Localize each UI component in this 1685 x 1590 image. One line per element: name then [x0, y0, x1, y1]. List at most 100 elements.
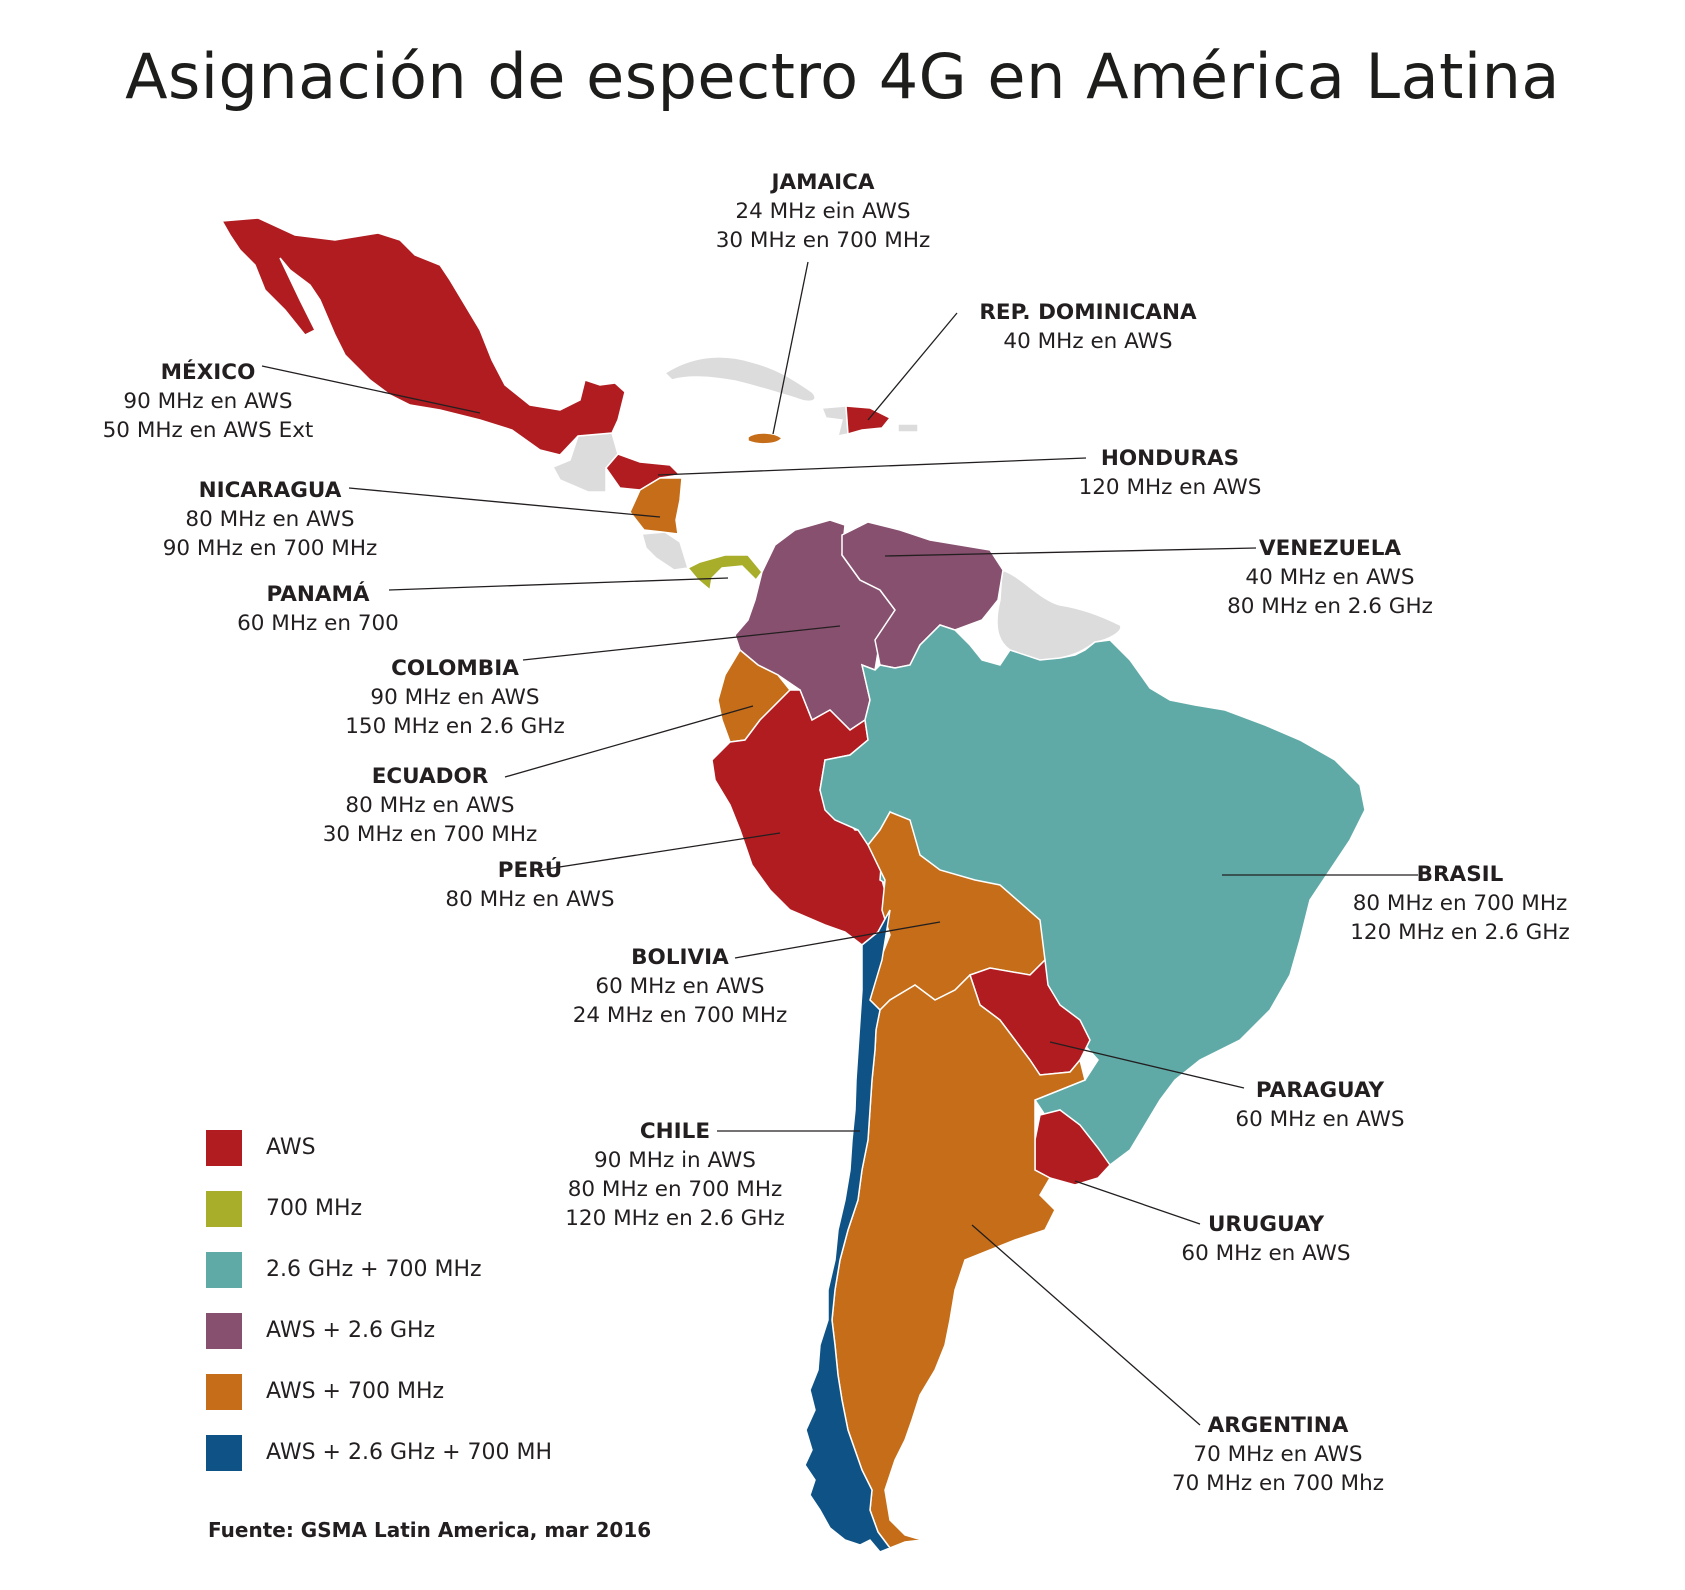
- spectrum-line: 80 MHz en AWS: [345, 793, 515, 818]
- legend-item: AWS + 2.6 GHz: [206, 1313, 626, 1353]
- country-name: BRASIL: [1416, 862, 1504, 887]
- chile-shape: [804, 909, 892, 1553]
- spectrum-line: 120 MHz en 2.6 GHz: [565, 1206, 785, 1231]
- haiti-shape: [820, 405, 849, 437]
- uruguay-leader: [1074, 1180, 1201, 1225]
- jamaica-leader: [772, 261, 809, 435]
- country-name: PERÚ: [497, 858, 563, 883]
- legend-swatch: [206, 1191, 242, 1227]
- legend-label: AWS: [266, 1135, 316, 1160]
- colombia-leader: [522, 625, 841, 661]
- country-name: COLOMBIA: [391, 656, 519, 681]
- legend-item: AWS: [206, 1130, 626, 1170]
- argentina-leader: [971, 1224, 1201, 1426]
- label-jamaica: JAMAICA 24 MHz ein AWS 30 MHz en 700 MHz: [698, 168, 948, 255]
- country-name: PANAMÁ: [266, 582, 370, 607]
- bolivia-leader: [734, 921, 941, 959]
- label-venezuela: VENEZUELA 40 MHz en AWS 80 MHz en 2.6 GH…: [1210, 534, 1450, 621]
- cuba-shape: [663, 356, 816, 403]
- country-name: JAMAICA: [771, 170, 875, 195]
- costa-rica-shape: [641, 531, 689, 571]
- spectrum-line: 80 MHz en 700 MHz: [567, 1177, 783, 1202]
- honduras-leader: [657, 457, 1087, 476]
- spectrum-line: 120 MHz en AWS: [1078, 475, 1262, 500]
- country-name: REP. DOMINICANA: [979, 300, 1197, 325]
- legend-label: 2.6 GHz + 700 MHz: [266, 1257, 482, 1282]
- legend-item: AWS + 2.6 GHz + 700 MH: [206, 1435, 626, 1475]
- label-rep-dominicana: REP. DOMINICANA 40 MHz en AWS: [958, 298, 1218, 356]
- legend-swatch: [206, 1374, 242, 1410]
- spectrum-line: 24 MHz en 700 MHz: [572, 1003, 788, 1028]
- label-uruguay: URUGUAY 60 MHz en AWS: [1156, 1210, 1376, 1268]
- spectrum-line: 80 MHz en 700 MHz: [1352, 891, 1568, 916]
- legend-swatch: [206, 1130, 242, 1166]
- mexico-shape: [220, 217, 626, 456]
- panama-leader: [388, 577, 729, 591]
- rep-dominicana-leader: [867, 312, 958, 421]
- label-honduras: HONDURAS 120 MHz en AWS: [1060, 444, 1280, 502]
- spectrum-line: 70 MHz en AWS: [1193, 1442, 1363, 1467]
- map-title: Asignación de espectro 4G en América Lat…: [125, 40, 1560, 113]
- peru-leader: [539, 832, 781, 871]
- ecuador-leader: [504, 705, 754, 778]
- spectrum-line: 80 MHz en AWS: [185, 507, 355, 532]
- label-ecuador: ECUADOR 80 MHz en AWS 30 MHz en 700 MHz: [300, 762, 560, 849]
- label-peru: PERÚ 80 MHz en AWS: [420, 856, 640, 914]
- legend-swatch: [206, 1435, 242, 1471]
- venezuela-leader: [884, 547, 1257, 557]
- spectrum-line: 90 MHz en 700 MHz: [162, 536, 378, 561]
- legend-label: AWS + 700 MHz: [266, 1379, 445, 1404]
- label-brasil: BRASIL 80 MHz en 700 MHz 120 MHz en 2.6 …: [1330, 860, 1590, 947]
- spectrum-line: 40 MHz en AWS: [1003, 329, 1173, 354]
- spectrum-line: 90 MHz in AWS: [594, 1148, 756, 1173]
- spectrum-line: 30 MHz en 700 MHz: [715, 228, 931, 253]
- spectrum-line: 90 MHz en AWS: [123, 389, 293, 414]
- country-name: ARGENTINA: [1207, 1413, 1349, 1438]
- label-mexico: MÉXICO 90 MHz en AWS 50 MHz en AWS Ext: [78, 358, 338, 445]
- legend-item: AWS + 700 MHz: [206, 1374, 626, 1414]
- jamaica-shape: [747, 432, 784, 445]
- spectrum-line: 80 MHz en 2.6 GHz: [1227, 594, 1433, 619]
- nicaragua-leader: [348, 487, 661, 518]
- spectrum-line: 80 MHz en AWS: [445, 887, 615, 912]
- legend-label: AWS + 2.6 GHz: [266, 1318, 436, 1343]
- spectrum-line: 60 MHz en 700: [237, 611, 399, 636]
- label-paraguay: PARAGUAY 60 MHz en AWS: [1210, 1076, 1430, 1134]
- country-name: MÉXICO: [160, 360, 256, 385]
- label-argentina: ARGENTINA 70 MHz en AWS 70 MHz en 700 Mh…: [1148, 1411, 1408, 1498]
- nicaragua-shape: [629, 477, 683, 535]
- spectrum-line: 30 MHz en 700 MHz: [322, 822, 538, 847]
- country-name: ECUADOR: [371, 764, 489, 789]
- puerto-rico-shape: [897, 423, 919, 433]
- legend-swatch: [206, 1313, 242, 1349]
- country-name: VENEZUELA: [1258, 536, 1402, 561]
- spectrum-line: 40 MHz en AWS: [1245, 565, 1415, 590]
- spectrum-line: 60 MHz en AWS: [1181, 1241, 1351, 1266]
- label-panama: PANAMÁ 60 MHz en 700: [218, 580, 418, 638]
- country-name: HONDURAS: [1100, 446, 1240, 471]
- spectrum-line: 90 MHz en AWS: [370, 685, 540, 710]
- spectrum-line: 60 MHz en AWS: [595, 974, 765, 999]
- country-name: BOLIVIA: [631, 945, 729, 970]
- spectrum-line: 150 MHz en 2.6 GHz: [345, 714, 565, 739]
- label-chile: CHILE 90 MHz in AWS 80 MHz en 700 MHz 12…: [540, 1117, 810, 1233]
- spectrum-line: 60 MHz en AWS: [1235, 1107, 1405, 1132]
- legend-item: 2.6 GHz + 700 MHz: [206, 1252, 626, 1292]
- mexico-leader: [261, 365, 481, 414]
- honduras-shape: [605, 453, 682, 491]
- source-note: Fuente: GSMA Latin America, mar 2016: [208, 1518, 652, 1542]
- panama-shape: [686, 554, 763, 592]
- legend-label: 700 MHz: [266, 1196, 363, 1221]
- spectrum-line: 70 MHz en 700 Mhz: [1171, 1471, 1385, 1496]
- legend-label: AWS + 2.6 GHz + 700 MH: [266, 1440, 553, 1465]
- spectrum-line: 120 MHz en 2.6 GHz: [1350, 920, 1570, 945]
- legend-item: 700 MHz: [206, 1191, 626, 1231]
- legend-swatch: [206, 1252, 242, 1288]
- country-name: URUGUAY: [1207, 1212, 1325, 1237]
- spectrum-line: 24 MHz ein AWS: [735, 199, 911, 224]
- paraguay-leader: [1049, 1041, 1245, 1089]
- label-bolivia: BOLIVIA 60 MHz en AWS 24 MHz en 700 MHz: [550, 943, 810, 1030]
- label-nicaragua: NICARAGUA 80 MHz en AWS 90 MHz en 700 MH…: [140, 476, 400, 563]
- country-name: NICARAGUA: [198, 478, 342, 503]
